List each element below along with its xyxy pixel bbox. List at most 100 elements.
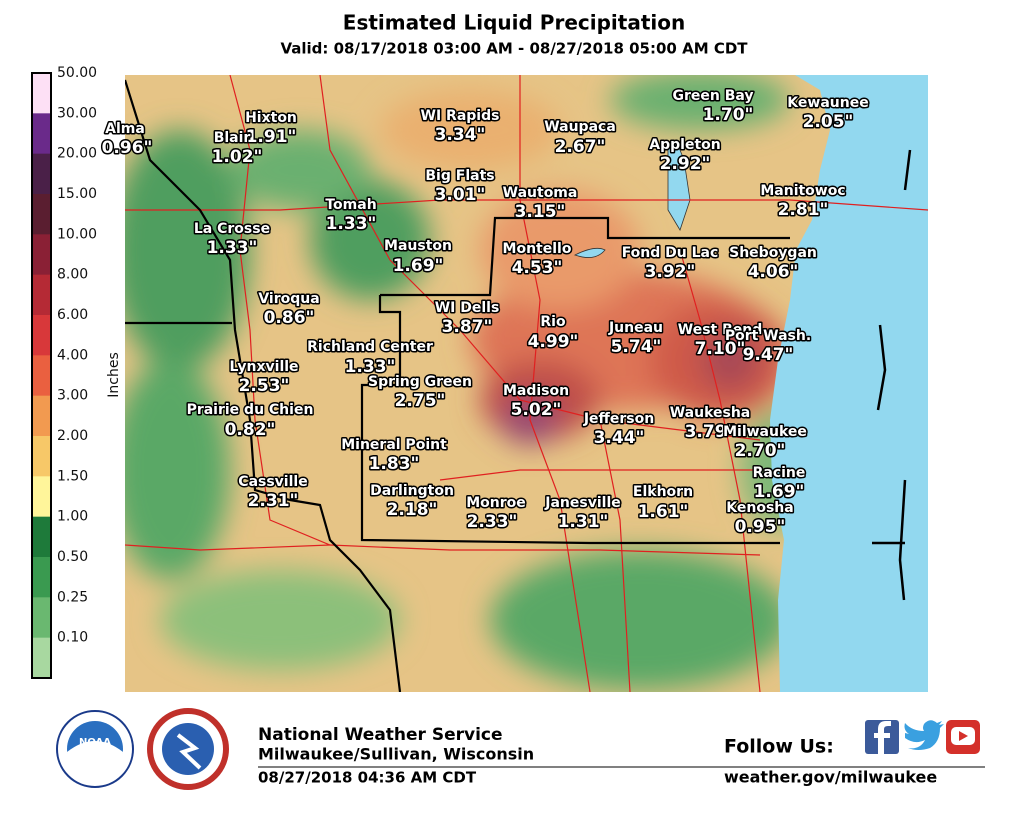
city-precip: 3.79" [685,422,736,442]
legend-label: 15.00 [57,186,97,202]
city-name: Waukesha [670,405,751,421]
precip-map [125,75,928,692]
legend-label: 0.50 [57,549,88,565]
legend-swatch [32,194,51,235]
legend-frame [31,72,52,679]
city-precip: 1.91" [246,127,297,147]
legend-label: 0.25 [57,589,88,605]
city-name: Fond Du Lac [622,245,719,261]
city-precip: 3.44" [594,428,645,448]
website[interactable]: weather.gov/milwaukee [724,768,937,787]
city-precip: 3.15" [515,202,566,222]
city-name: West Bend [678,322,763,338]
legend-swatch [32,355,51,397]
city-precip: 0.82" [225,420,276,440]
city-name: La Crosse [194,221,270,237]
issued: 08/27/2018 04:36 AM CDT [258,769,477,787]
legend-swatch [32,274,51,316]
city-precip: 2.53" [239,376,290,396]
city-name: Prairie du Chien [187,402,314,418]
city-name: Alma [105,121,145,137]
city-name: Green Bay [672,88,753,104]
legend-label: 6.00 [57,307,88,323]
city-name: Monroe [466,495,526,511]
legend-label: 0.10 [57,630,88,646]
noaa-text: NOAA [79,737,111,748]
city-precip: 2.67" [555,137,606,157]
legend-label: 10.00 [57,226,97,242]
city-name: Jefferson [583,411,654,427]
agency: National Weather Service [258,725,503,745]
city-precip: 4.53" [512,258,563,278]
legend-swatch [32,315,51,356]
city-precip: 1.33" [207,238,258,258]
city-name: Richland Center [307,339,433,355]
legend-label: 4.00 [57,347,88,363]
city-name: Wautoma [503,185,578,201]
city-precip: 5.74" [611,337,662,357]
city-name: Mineral Point [341,437,447,453]
city-name: Elkhorn [633,484,693,500]
legend-label: 20.00 [57,146,97,162]
city-name: Port Wash. [725,328,811,344]
city-precip: 1.70" [703,105,754,125]
city-precip: 2.75" [395,391,446,411]
city-name: Lynxville [229,359,298,375]
city-precip: 7.10" [695,339,746,359]
city-name: Juneau [608,320,663,336]
legend-swatch [32,436,51,477]
city-name: Montello [503,241,572,257]
city-precip: 5.02" [511,400,562,420]
city-name: Madison [503,383,569,399]
city-precip: 0.86" [264,308,315,328]
twitter-icon[interactable] [904,720,945,750]
city-name: Waupaca [544,119,616,135]
city-precip: 0.95" [735,517,786,537]
nws-logo [147,708,229,790]
city-name: Milwaukee [723,424,807,440]
legend-swatch [32,557,51,598]
city-name: Mauston [384,238,452,254]
noaa-logo: NOAA [56,710,134,788]
legend-swatch [32,637,51,679]
city-name: Big Flats [425,168,494,184]
city-precip: 1.69" [393,256,444,276]
office: Milwaukee/Sullivan, Wisconsin [258,745,534,764]
legend-label: 1.00 [57,509,88,525]
city-precip: 0.96" [102,138,153,158]
city-precip: 1.31" [558,512,609,532]
subtitle: Valid: 08/17/2018 03:00 AM - 08/27/2018 … [280,40,748,58]
city-precip: 1.61" [638,502,689,522]
city-precip: 2.05" [803,112,854,132]
city-name: Kenosha [726,500,793,516]
legend-label: 30.00 [57,105,97,121]
city-name: Janesville [544,495,620,511]
legend-unit: Inches [106,352,122,397]
legend-swatch [32,113,51,155]
city-name: Racine [753,465,806,481]
city-name: Spring Green [368,374,472,390]
city-precip: 1.33" [345,357,396,377]
city-precip: 2.33" [467,512,518,532]
city-name: Rio [540,314,566,330]
city-name: Kewaunee [787,95,868,111]
city-name: Blair [214,130,251,146]
city-name: Darlington [370,483,454,499]
legend-swatch [32,516,51,558]
city-name: WI Dells [435,300,500,316]
footer: NOAA National Weather Service Milwaukee/… [56,708,985,790]
city-name: Cassville [238,474,307,490]
city-precip: 1.02" [212,147,263,167]
city-name: Viroqua [258,291,319,307]
legend-swatch [32,476,51,518]
legend-label: 50.00 [57,65,97,81]
legend-label: 3.00 [57,388,88,404]
city-precip: 4.06" [748,262,799,282]
follow-us: Follow Us: [724,736,834,758]
legend-swatch [32,234,51,276]
city-precip: 1.33" [326,214,377,234]
city-name: WI Rapids [421,108,500,124]
legend-swatch [32,153,51,195]
city-name: Manitowoc [760,183,845,199]
